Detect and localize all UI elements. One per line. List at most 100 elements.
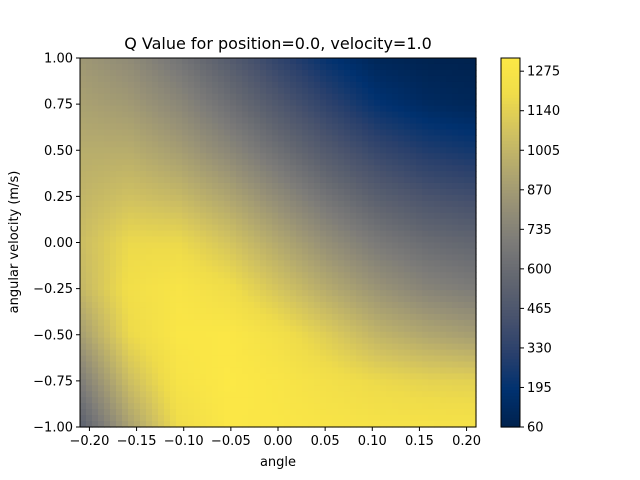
heatmap-cell bbox=[248, 355, 255, 363]
heatmap-cell bbox=[350, 260, 357, 267]
heatmap-cell bbox=[410, 218, 417, 226]
heatmap-cell bbox=[158, 331, 165, 339]
heatmap-cell bbox=[434, 135, 441, 142]
heatmap-cell bbox=[266, 63, 273, 71]
colorbar-segment bbox=[501, 300, 520, 305]
heatmap-cell bbox=[308, 188, 315, 196]
heatmap-cell bbox=[398, 260, 405, 267]
heatmap-cell bbox=[344, 81, 351, 89]
heatmap-cell bbox=[86, 313, 93, 321]
heatmap-cell bbox=[392, 272, 399, 279]
heatmap-cell bbox=[452, 58, 459, 65]
heatmap-cell bbox=[224, 367, 231, 375]
heatmap-cell bbox=[128, 278, 135, 285]
heatmap-cell bbox=[152, 325, 159, 333]
colorbar-segment bbox=[501, 94, 520, 99]
heatmap-cell bbox=[452, 379, 459, 386]
heatmap-cell bbox=[140, 266, 147, 273]
heatmap-cell bbox=[296, 171, 303, 178]
heatmap-cell bbox=[374, 194, 381, 202]
heatmap-cell bbox=[122, 93, 129, 101]
heatmap-cell bbox=[278, 188, 285, 196]
heatmap-cell bbox=[428, 319, 435, 327]
heatmap-cell bbox=[98, 182, 105, 190]
heatmap-cell bbox=[284, 135, 291, 142]
heatmap-cell bbox=[242, 117, 249, 125]
heatmap-cell bbox=[188, 58, 195, 65]
heatmap-cell bbox=[128, 182, 135, 190]
heatmap-cell bbox=[86, 230, 93, 238]
heatmap-cell bbox=[260, 296, 267, 303]
heatmap-cell bbox=[92, 272, 99, 279]
heatmap-cell bbox=[290, 296, 297, 303]
heatmap-cell bbox=[278, 385, 285, 392]
heatmap-cell bbox=[422, 236, 429, 244]
heatmap-cell bbox=[362, 307, 369, 315]
heatmap-cell bbox=[338, 224, 345, 232]
heatmap-cell bbox=[92, 188, 99, 196]
heatmap-cell bbox=[320, 129, 327, 136]
heatmap-cell bbox=[458, 153, 465, 160]
heatmap-cell bbox=[224, 188, 231, 196]
heatmap-cell bbox=[236, 69, 243, 77]
heatmap-cell bbox=[248, 325, 255, 333]
heatmap-cell bbox=[248, 415, 255, 422]
heatmap-cell bbox=[200, 385, 207, 392]
heatmap-cell bbox=[446, 415, 453, 422]
heatmap-cell bbox=[440, 254, 447, 261]
heatmap-cell bbox=[122, 307, 129, 315]
heatmap-cell bbox=[134, 325, 141, 333]
heatmap-cell bbox=[362, 206, 369, 214]
heatmap-cell bbox=[248, 188, 255, 196]
heatmap-cell bbox=[278, 254, 285, 261]
heatmap-cell bbox=[398, 165, 405, 172]
colorbar-tick-label: 1140 bbox=[527, 104, 560, 119]
heatmap-cell bbox=[182, 141, 189, 148]
heatmap-cell bbox=[416, 296, 423, 303]
colorbar-segment bbox=[501, 276, 520, 280]
heatmap-cell bbox=[206, 99, 213, 107]
heatmap-cell bbox=[404, 93, 411, 101]
colorbar-segment bbox=[501, 417, 520, 422]
heatmap-cell bbox=[164, 141, 171, 148]
heatmap-cell bbox=[284, 367, 291, 375]
heatmap-cell bbox=[398, 200, 405, 208]
colorbar-segment bbox=[501, 190, 520, 194]
heatmap-cell bbox=[272, 272, 279, 279]
heatmap-cell bbox=[386, 224, 393, 232]
heatmap-cell bbox=[164, 319, 171, 327]
heatmap-cell bbox=[302, 397, 309, 404]
heatmap-cell bbox=[260, 141, 267, 148]
heatmap-cell bbox=[326, 212, 333, 220]
heatmap-cell bbox=[110, 373, 117, 380]
heatmap-cell bbox=[398, 81, 405, 89]
heatmap-cell bbox=[212, 355, 219, 363]
heatmap-cell bbox=[86, 319, 93, 327]
heatmap-cell bbox=[122, 266, 129, 273]
heatmap-cell bbox=[314, 177, 321, 184]
heatmap-cell bbox=[302, 105, 309, 113]
heatmap-cell bbox=[218, 391, 225, 398]
heatmap-cell bbox=[278, 165, 285, 172]
heatmap-cell bbox=[344, 236, 351, 244]
heatmap-cell bbox=[182, 415, 189, 422]
heatmap-cell bbox=[422, 260, 429, 267]
heatmap-cell bbox=[92, 313, 99, 321]
heatmap-cell bbox=[188, 135, 195, 142]
heatmap-cell bbox=[284, 105, 291, 113]
heatmap-cell bbox=[266, 260, 273, 267]
heatmap-cell bbox=[434, 325, 441, 333]
heatmap-cell bbox=[410, 111, 417, 119]
heatmap-cell bbox=[200, 236, 207, 244]
heatmap-cell bbox=[326, 242, 333, 250]
heatmap-cell bbox=[458, 385, 465, 392]
heatmap-cell bbox=[362, 409, 369, 416]
heatmap-cell bbox=[248, 141, 255, 148]
heatmap-cell bbox=[272, 111, 279, 119]
heatmap-cell bbox=[170, 260, 177, 267]
heatmap-cell bbox=[224, 296, 231, 303]
heatmap-cell bbox=[428, 99, 435, 107]
heatmap-cell bbox=[470, 331, 477, 339]
heatmap-cell bbox=[362, 325, 369, 333]
heatmap-cell bbox=[404, 147, 411, 154]
